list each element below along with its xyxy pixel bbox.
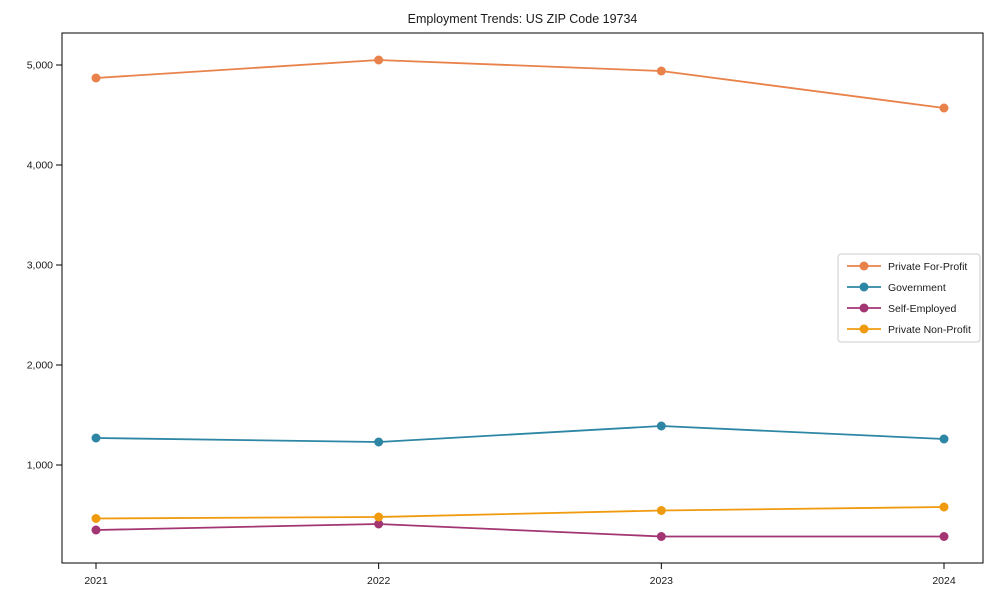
data-point-private-non-profit-2021 [91, 514, 101, 523]
y-axis-tick-label: 5,000 [27, 60, 53, 72]
y-axis-tick-label: 2,000 [27, 360, 53, 372]
series-line-private-for-profit [95, 59, 945, 109]
data-point-private-for-profit-2021 [91, 73, 101, 83]
series-line-private-non-profit [95, 506, 945, 520]
legend-label-government: Government [888, 282, 946, 294]
x-axis-tick-label: 2023 [650, 575, 674, 587]
data-point-government-2023 [656, 421, 666, 431]
x-axis-tick-label: 2022 [367, 575, 391, 587]
series-line-government [95, 425, 945, 443]
y-axis-tick-label: 4,000 [27, 160, 53, 172]
data-point-government-2022 [374, 437, 384, 447]
legend-marker-self-employed [859, 303, 869, 313]
data-point-private-non-profit-2024 [939, 502, 949, 512]
data-point-self-employed-2022 [374, 519, 384, 529]
y-axis-tick-label: 1,000 [27, 460, 53, 472]
data-point-private-for-profit-2023 [656, 66, 666, 76]
legend-marker-private-for-profit [859, 261, 869, 271]
data-point-self-employed-2024 [939, 532, 949, 541]
legend-label-private-non-profit: Private Non-Profit [888, 324, 971, 336]
x-axis-tick-label: 2024 [932, 575, 956, 587]
legend-marker-government [859, 282, 869, 292]
data-point-private-non-profit-2022 [374, 512, 384, 522]
data-point-government-2021 [91, 433, 101, 443]
legend-label-private-for-profit: Private For-Profit [888, 261, 967, 273]
legend-label-self-employed: Self-Employed [888, 303, 956, 315]
x-axis-tick-label: 2021 [84, 575, 108, 587]
plot-border [61, 32, 984, 564]
data-point-private-non-profit-2023 [656, 506, 666, 515]
data-point-self-employed-2023 [656, 532, 666, 541]
series-line-self-employed [95, 523, 944, 538]
data-point-government-2024 [939, 434, 949, 444]
data-point-private-for-profit-2022 [374, 55, 384, 65]
data-point-self-employed-2021 [91, 525, 101, 535]
legend-box [837, 253, 981, 343]
y-axis-tick-label: 3,000 [27, 260, 53, 272]
chart-title: Employment Trends: US ZIP Code 19734 [407, 12, 638, 26]
data-point-private-for-profit-2024 [939, 103, 949, 113]
legend-marker-private-non-profit [859, 324, 869, 334]
